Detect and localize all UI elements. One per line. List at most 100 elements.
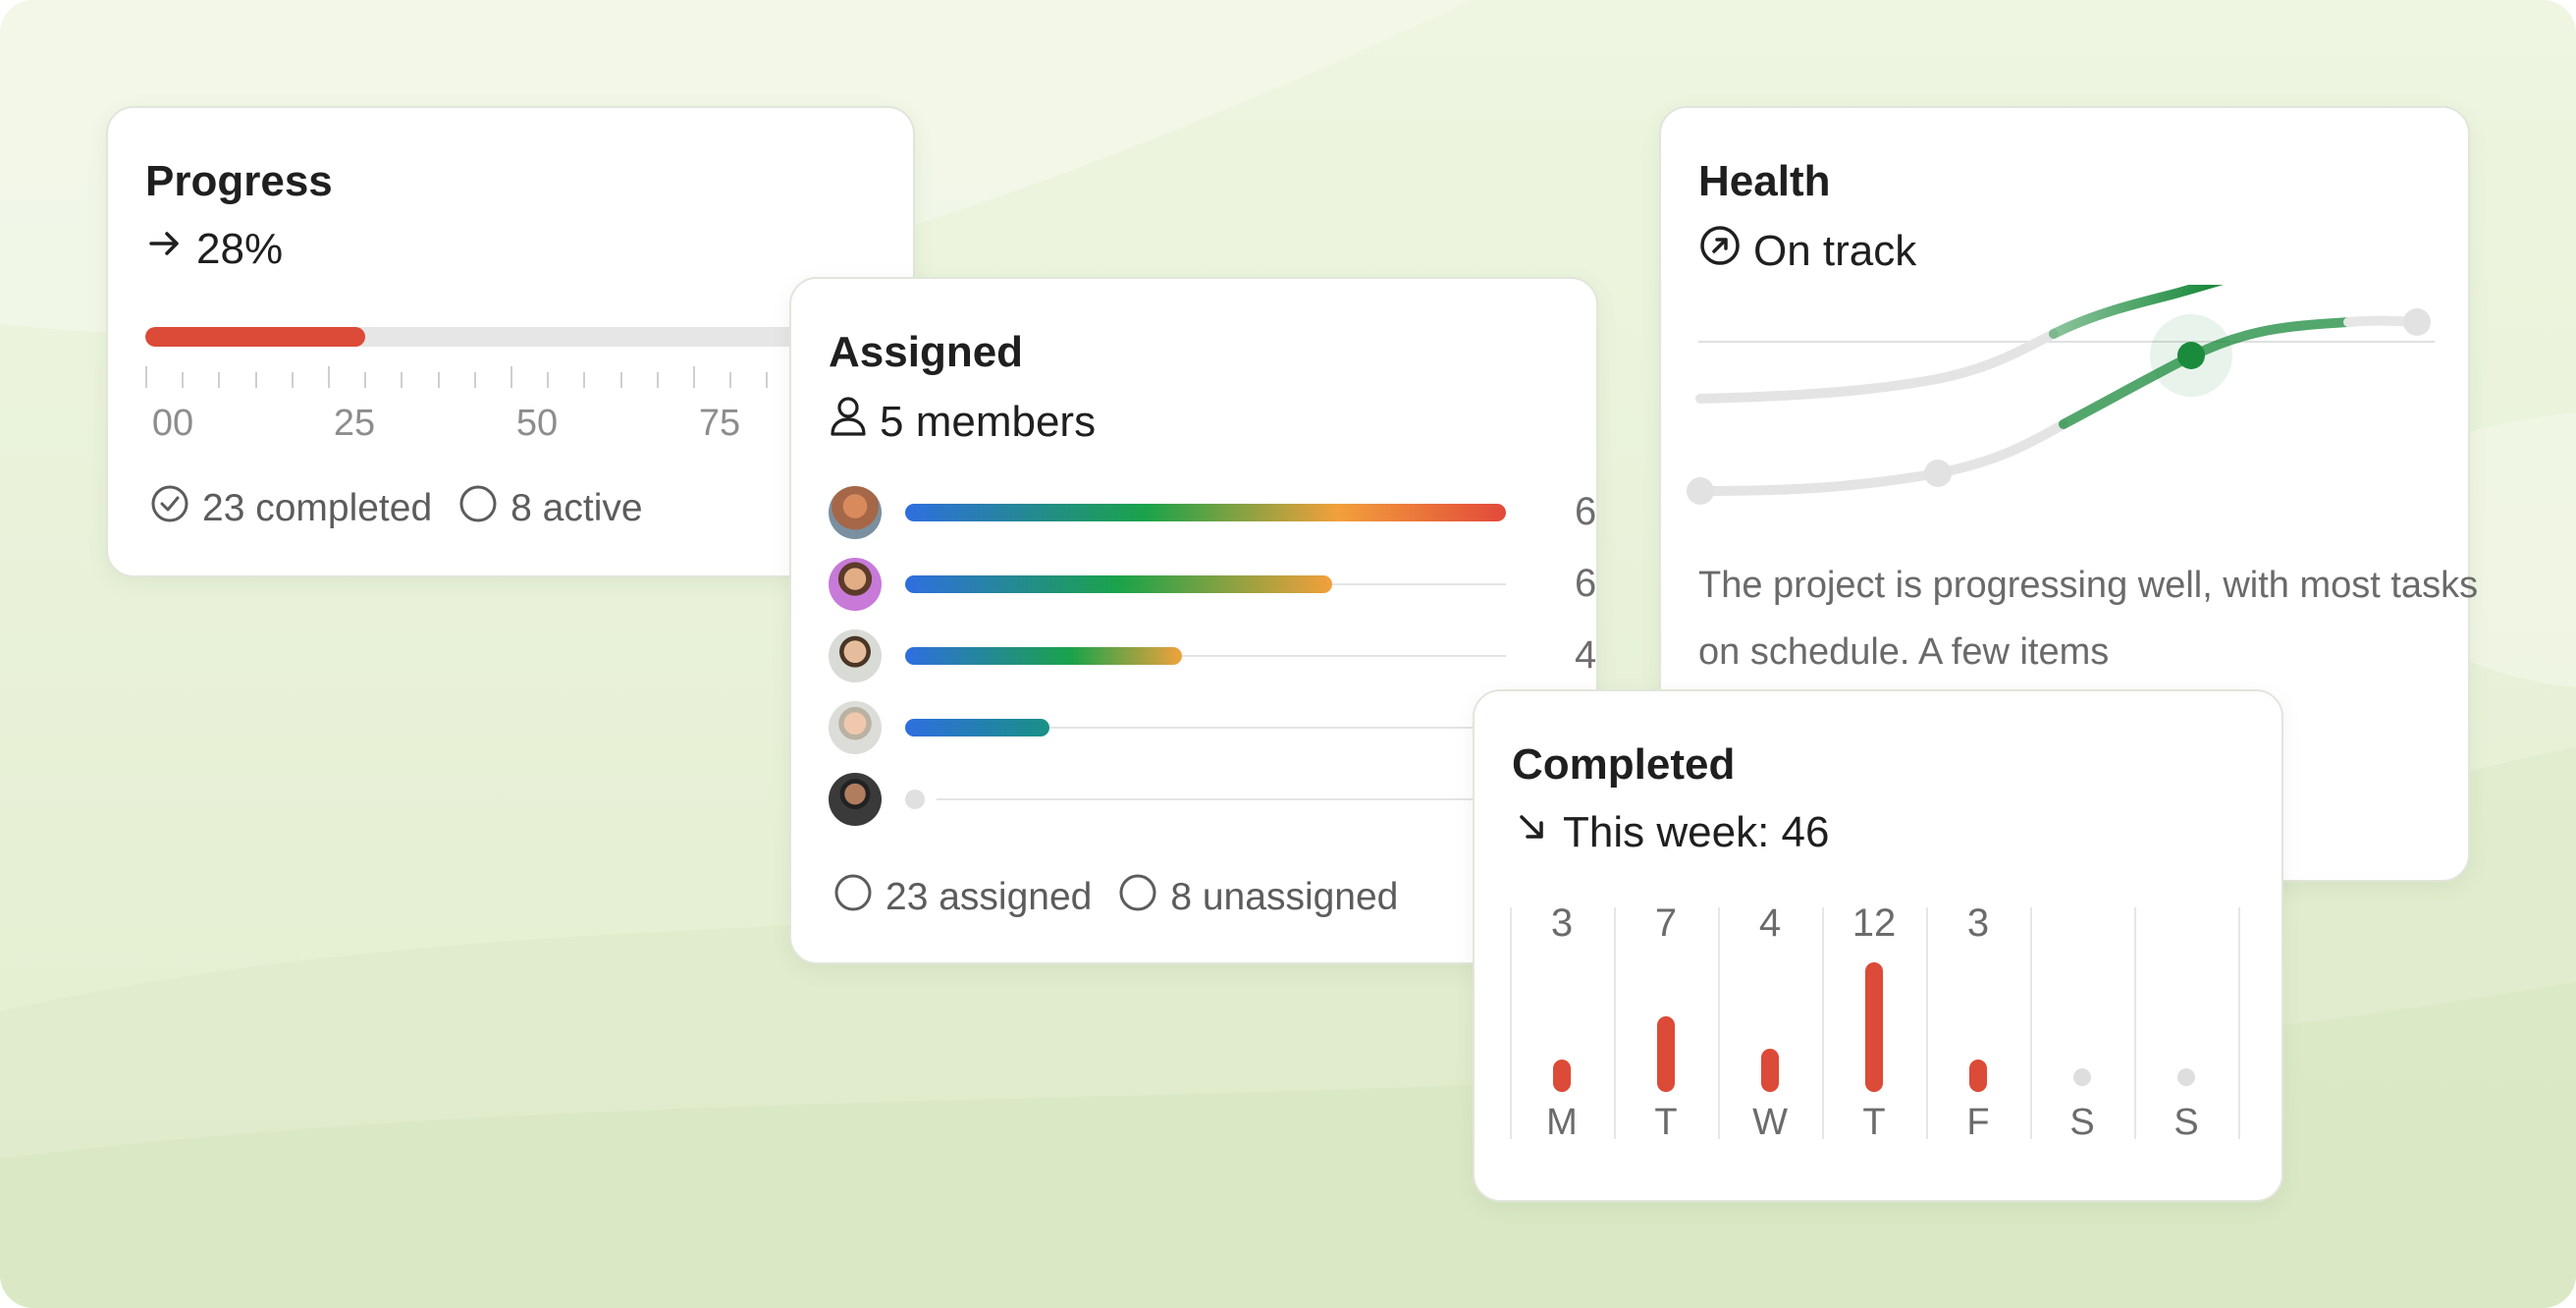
completed-title: Completed xyxy=(1512,740,1736,789)
day-divider xyxy=(2134,907,2136,1139)
member-count: 6 xyxy=(1575,562,1597,605)
day-label: T xyxy=(1862,1102,1886,1143)
member-row[interactable]: 6 xyxy=(829,486,1597,541)
scale-label-25: 25 xyxy=(333,403,376,444)
member-track xyxy=(937,798,1506,800)
avatar xyxy=(829,773,882,826)
arrow-up-right-circle-icon xyxy=(1698,224,1742,278)
health-past-line xyxy=(1695,329,2059,404)
day-divider xyxy=(2030,907,2032,1139)
scale-tick xyxy=(218,372,221,388)
health-point-1 xyxy=(1687,477,1714,505)
day-bar xyxy=(1657,1016,1675,1092)
day-value: 4 xyxy=(1758,901,1782,945)
progress-percent-label: 28% xyxy=(196,224,284,273)
completed-count: 23 completed xyxy=(202,487,433,529)
scale-tick xyxy=(182,372,185,388)
week-total-label: This week: 46 xyxy=(1563,807,1830,856)
members-count-label: 5 members xyxy=(880,397,1097,446)
day-value: 12 xyxy=(1852,901,1897,945)
day-label: S xyxy=(2174,1102,2199,1143)
day-label: T xyxy=(1654,1102,1678,1143)
scale-tick xyxy=(145,366,147,388)
avatar xyxy=(829,486,882,539)
scale-label-75: 75 xyxy=(698,403,741,444)
scale-tick xyxy=(547,372,550,388)
member-count: 4 xyxy=(1575,633,1597,677)
day-divider xyxy=(2238,907,2240,1139)
avatar xyxy=(829,629,882,682)
person-icon xyxy=(829,395,868,449)
day-divider xyxy=(1926,907,1928,1139)
assigned-count: 23 assigned xyxy=(886,876,1093,918)
member-bar xyxy=(905,719,1049,736)
health-point-2 xyxy=(1924,460,1952,487)
progress-card: Progress 28% 00 25 50 75 23 completed 8 … xyxy=(106,106,931,577)
progress-value: 28% xyxy=(145,224,283,274)
progress-bar xyxy=(145,327,931,347)
scale-tick xyxy=(510,366,512,388)
member-row[interactable]: 4 xyxy=(829,629,1597,684)
progress-completed: 23 completed 8 active xyxy=(149,483,643,534)
health-description: The project is progressing well, with mo… xyxy=(1698,565,2479,673)
assigned-card: Assigned 5 members 6 6 4 xyxy=(789,277,1598,964)
scale-tick xyxy=(473,372,476,388)
assigned-title: Assigned xyxy=(829,328,1024,376)
day-divider xyxy=(1510,907,1512,1139)
day-value: 3 xyxy=(1550,901,1574,945)
member-row[interactable] xyxy=(829,701,1594,756)
day-bar xyxy=(1761,1049,1779,1092)
avatar xyxy=(829,701,882,754)
circle-icon xyxy=(1117,872,1158,923)
member-count: 6 xyxy=(1575,490,1597,533)
scale-tick xyxy=(693,366,695,388)
scale-tick xyxy=(583,372,586,388)
day-label: M xyxy=(1546,1102,1578,1143)
scale-tick xyxy=(364,372,367,388)
scale-tick xyxy=(328,366,330,388)
scale-tick xyxy=(729,372,732,388)
avatar xyxy=(829,558,882,611)
health-title: Health xyxy=(1698,157,1831,205)
day-bar xyxy=(1865,962,1883,1092)
day-label: W xyxy=(1752,1102,1788,1143)
health-status: On track xyxy=(1698,224,1916,278)
member-track xyxy=(905,655,1506,657)
completed-week: This week: 46 xyxy=(1512,807,1829,857)
progress-title: Progress xyxy=(145,157,333,205)
arrow-right-icon xyxy=(145,224,185,274)
health-point-current xyxy=(2177,342,2205,369)
daily-completed-chart: 3 M 7 T 4 W 12 T 3 F S S xyxy=(1475,2,2285,1204)
member-row[interactable] xyxy=(829,773,1594,828)
active-count: 8 active xyxy=(510,487,643,529)
assigned-members: 5 members xyxy=(829,395,1096,449)
day-divider xyxy=(1718,907,1720,1139)
health-trend-chart xyxy=(1695,285,2435,404)
unassigned-count: 8 unassigned xyxy=(1170,876,1399,918)
circle-icon xyxy=(832,872,874,923)
scale-tick xyxy=(656,372,659,388)
day-divider xyxy=(1822,907,1824,1139)
day-bar xyxy=(1969,1060,1987,1092)
health-points xyxy=(1687,308,2431,505)
day-value: 7 xyxy=(1654,901,1678,945)
member-bar xyxy=(905,575,1332,593)
scale-label-50: 50 xyxy=(515,403,559,444)
scale-tick xyxy=(766,372,769,388)
scale-label-0: 00 xyxy=(151,403,194,444)
circle-icon xyxy=(457,483,499,534)
health-past-segment xyxy=(1695,419,2068,496)
scale-tick xyxy=(437,372,440,388)
member-row[interactable]: 6 xyxy=(829,558,1597,613)
member-bar xyxy=(905,504,1506,521)
day-value: 3 xyxy=(1966,901,1990,945)
scale-tick xyxy=(619,372,622,388)
progress-bar-fill xyxy=(145,327,365,347)
assigned-footer: 23 assigned 8 unassigned xyxy=(832,872,1398,923)
health-point-4 xyxy=(2403,308,2431,336)
scale-tick xyxy=(401,372,403,388)
check-circle-icon xyxy=(149,483,190,534)
health-status-label: On track xyxy=(1753,226,1917,275)
arrow-down-right-icon xyxy=(1512,807,1551,857)
